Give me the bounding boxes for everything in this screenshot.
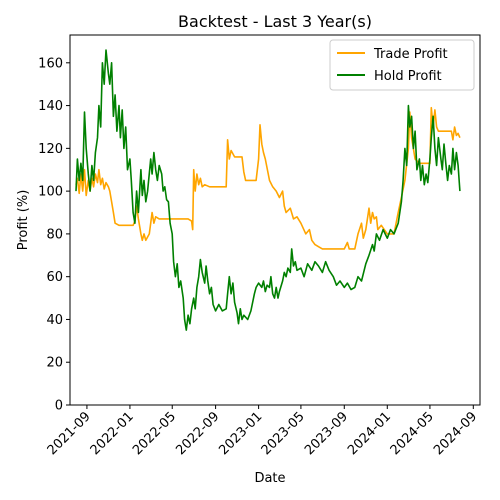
- chart-title: Backtest - Last 3 Year(s): [178, 12, 372, 31]
- x-tick-label: 2024-01: [345, 409, 394, 458]
- legend-box: [329, 39, 475, 91]
- x-tick-label: 2021-09: [45, 409, 94, 458]
- series-line-hold-profit: [75, 49, 461, 331]
- x-tick-label: 2024-09: [431, 409, 480, 458]
- x-tick-label: 2022-05: [130, 409, 179, 458]
- legend: Trade Profit Hold Profit: [329, 39, 475, 91]
- y-tick-label: 140: [38, 99, 63, 114]
- x-tick-label: 2023-09: [302, 409, 351, 458]
- x-axis-label: Date: [254, 471, 285, 486]
- y-axis: 0 20 40 60 80 100 120 140 160: [38, 56, 70, 414]
- x-tick-label: 2023-05: [259, 409, 308, 458]
- legend-label-hold-profit: Hold Profit: [374, 69, 442, 84]
- y-tick-label: 160: [38, 56, 63, 71]
- y-axis-label: Profit (%): [16, 190, 31, 251]
- x-axis: 2021-092022-012022-052022-092023-012023-…: [45, 405, 480, 458]
- y-tick-label: 40: [46, 313, 63, 328]
- y-tick-label: 0: [55, 399, 63, 414]
- plot-lines: [75, 49, 461, 331]
- legend-label-trade-profit: Trade Profit: [373, 47, 448, 62]
- x-tick-label: 2022-01: [88, 409, 137, 458]
- x-tick-label: 2023-01: [216, 409, 265, 458]
- x-tick-label: 2022-09: [173, 409, 222, 458]
- y-tick-label: 80: [46, 227, 63, 242]
- series-line-trade-profit: [75, 106, 461, 250]
- x-tick-label: 2024-05: [388, 409, 437, 458]
- y-tick-label: 20: [46, 356, 63, 371]
- y-tick-label: 100: [38, 185, 63, 200]
- y-tick-label: 60: [46, 270, 63, 285]
- plot-frame: [69, 34, 481, 406]
- y-tick-label: 120: [38, 142, 63, 157]
